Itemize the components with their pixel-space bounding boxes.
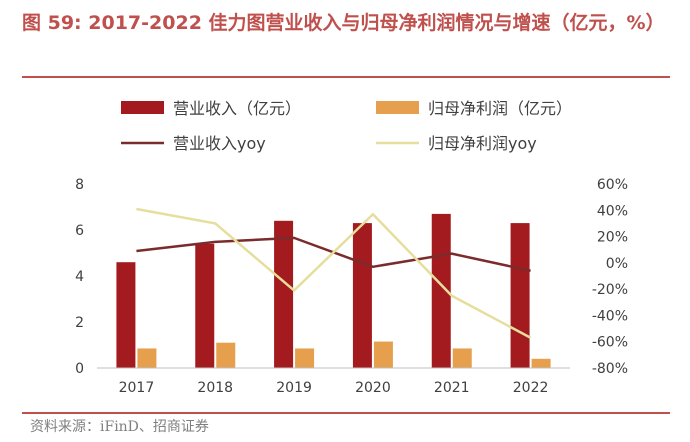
chart-title: 图 59: 2017-2022 佳力图营业收入与归母净利润情况与增速（亿元，%）: [22, 12, 665, 34]
bar-revenue-2020: [352, 223, 372, 368]
bar-net-profit-2020: [373, 341, 393, 368]
x-tick-label-2022: 2022: [513, 380, 549, 396]
x-tick-label-2018: 2018: [197, 380, 233, 396]
y-left-tick-label: 8: [75, 177, 84, 193]
y-right-tick-label: -40%: [592, 308, 628, 324]
bar-revenue-2022: [510, 223, 530, 368]
source-note: 资料来源：iFinD、招商证券: [30, 419, 209, 435]
bar-net-profit-2022: [531, 358, 551, 368]
y-left-tick-label: 4: [75, 269, 84, 285]
title-divider: [22, 76, 670, 78]
bar-net-profit-2018: [216, 342, 236, 368]
bars-layer: [116, 213, 551, 368]
y-right-tick-label: 20%: [597, 230, 628, 246]
bar-net-profit-2021: [452, 348, 472, 368]
lines-layer: [136, 207, 532, 339]
line-net-profit-yoy: [136, 207, 532, 339]
bar-net-profit-2017: [137, 348, 157, 368]
bar-revenue-2018: [195, 243, 215, 368]
axes-layer: 2017 2018 2019 2020 2021 2022 0 2 4 6 8 -80% -60% -40…: [75, 177, 628, 396]
y-right-tick-label: 60%: [597, 177, 628, 193]
legend-swatch-0: [121, 101, 164, 114]
legend-label-2: 营业收入yoy: [173, 134, 266, 153]
x-tick-label-2017: 2017: [119, 380, 155, 396]
y-right-tick-label: -80%: [592, 361, 628, 377]
y-left-tick-label: 2: [75, 315, 84, 331]
bar-revenue-2021: [431, 213, 451, 368]
bar-revenue-2017: [116, 262, 136, 368]
legend-swatch-1: [376, 101, 419, 114]
y-left-tick-label: 0: [75, 361, 84, 377]
legend: 营业收入（亿元） 归母净利润（亿元） 营业收入yoy 归母净利润yoy: [121, 99, 572, 153]
x-tick-label-2020: 2020: [355, 380, 391, 396]
y-left-tick-label: 6: [75, 223, 84, 239]
x-tick-label-2021: 2021: [434, 380, 470, 396]
footer-divider: [22, 412, 670, 414]
bar-net-profit-2019: [295, 348, 315, 368]
legend-label-0: 营业收入（亿元）: [173, 99, 301, 118]
y-right-tick-label: -20%: [592, 282, 628, 298]
y-right-tick-label: -60%: [592, 335, 628, 351]
legend-label-1: 归母净利润（亿元）: [428, 99, 572, 118]
bar-revenue-2019: [274, 220, 294, 368]
x-tick-label-2019: 2019: [276, 380, 312, 396]
y-right-tick-label: 40%: [597, 203, 628, 219]
legend-label-3: 归母净利润yoy: [428, 134, 537, 153]
y-right-tick-label: 0%: [606, 256, 628, 272]
